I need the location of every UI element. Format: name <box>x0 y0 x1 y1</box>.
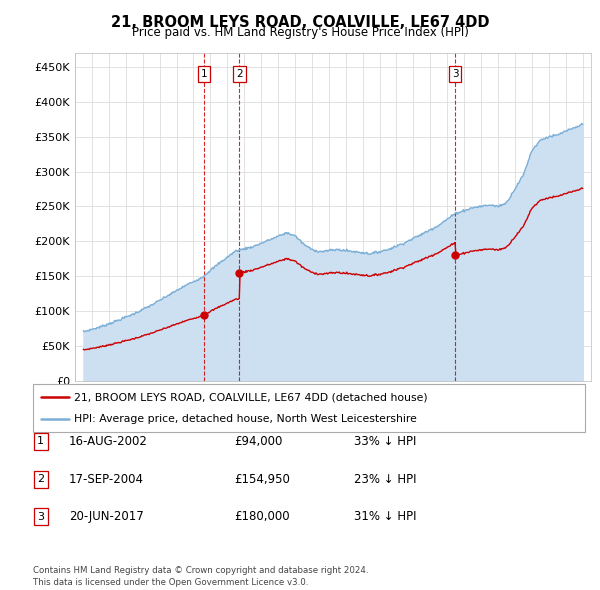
Text: 1: 1 <box>37 437 44 446</box>
Text: Price paid vs. HM Land Registry's House Price Index (HPI): Price paid vs. HM Land Registry's House … <box>131 26 469 39</box>
Text: 17-SEP-2004: 17-SEP-2004 <box>69 473 144 486</box>
Text: 2: 2 <box>37 474 44 484</box>
Text: 1: 1 <box>200 69 207 79</box>
Text: 16-AUG-2002: 16-AUG-2002 <box>69 435 148 448</box>
Text: £154,950: £154,950 <box>234 473 290 486</box>
Text: 3: 3 <box>452 69 458 79</box>
Text: 2: 2 <box>236 69 243 79</box>
Text: £94,000: £94,000 <box>234 435 283 448</box>
Text: 31% ↓ HPI: 31% ↓ HPI <box>354 510 416 523</box>
Text: 23% ↓ HPI: 23% ↓ HPI <box>354 473 416 486</box>
FancyBboxPatch shape <box>33 384 585 432</box>
Text: 20-JUN-2017: 20-JUN-2017 <box>69 510 144 523</box>
Text: 21, BROOM LEYS ROAD, COALVILLE, LE67 4DD (detached house): 21, BROOM LEYS ROAD, COALVILLE, LE67 4DD… <box>74 392 428 402</box>
Text: 21, BROOM LEYS ROAD, COALVILLE, LE67 4DD: 21, BROOM LEYS ROAD, COALVILLE, LE67 4DD <box>111 15 489 30</box>
Text: 3: 3 <box>37 512 44 522</box>
Text: HPI: Average price, detached house, North West Leicestershire: HPI: Average price, detached house, Nort… <box>74 414 417 424</box>
Text: £180,000: £180,000 <box>234 510 290 523</box>
Text: 33% ↓ HPI: 33% ↓ HPI <box>354 435 416 448</box>
Text: Contains HM Land Registry data © Crown copyright and database right 2024.
This d: Contains HM Land Registry data © Crown c… <box>33 566 368 587</box>
